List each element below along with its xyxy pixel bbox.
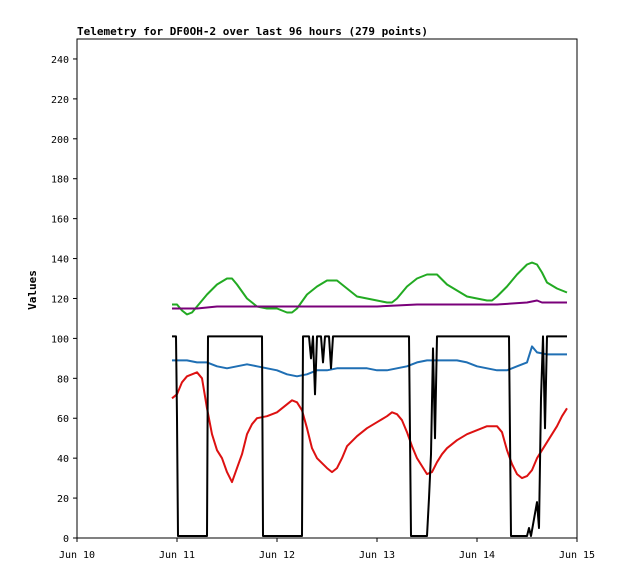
x-tick-label: Jun 15 [559,550,595,561]
plot-frame [76,38,578,539]
x-tick-label: Jun 14 [459,550,495,561]
y-tick-label: 200 [51,135,69,146]
series-line-2 [172,299,567,310]
series-group [171,261,568,537]
y-tick-label: 80 [57,374,69,385]
y-tick-label: 40 [57,454,69,465]
y-tick-label: 160 [51,215,69,226]
y-tick-label: 140 [51,255,69,266]
chart-title: Telemetry for DF0OH-2 over last 96 hours… [77,25,428,38]
y-tick-label: 0 [63,534,69,545]
x-tick-label: Jun 10 [59,550,95,561]
y-tick-label: 180 [51,175,69,186]
y-tick-label: 20 [57,494,69,505]
y-axis-label: Values [26,270,39,310]
y-tick-label: 240 [51,55,69,66]
x-tick-label: Jun 13 [359,550,395,561]
x-axis: Jun 10 Jun 11 Jun 12 Jun 13 Jun 14 Jun 15 [59,538,595,561]
y-tick-label: 100 [51,334,69,345]
series-line-4 [171,371,568,484]
y-tick-label: 220 [51,95,69,106]
series-line-1 [172,261,568,316]
series-line-5 [172,335,567,537]
y-tick-label: 120 [51,294,69,305]
x-tick-label: Jun 11 [159,550,195,561]
y-axis: 0 20 40 60 80 100 120 140 160 180 200 220 240 [51,55,77,545]
y-tick-label: 60 [57,414,69,425]
x-tick-label: Jun 12 [259,550,295,561]
series-line-3 [172,345,567,378]
